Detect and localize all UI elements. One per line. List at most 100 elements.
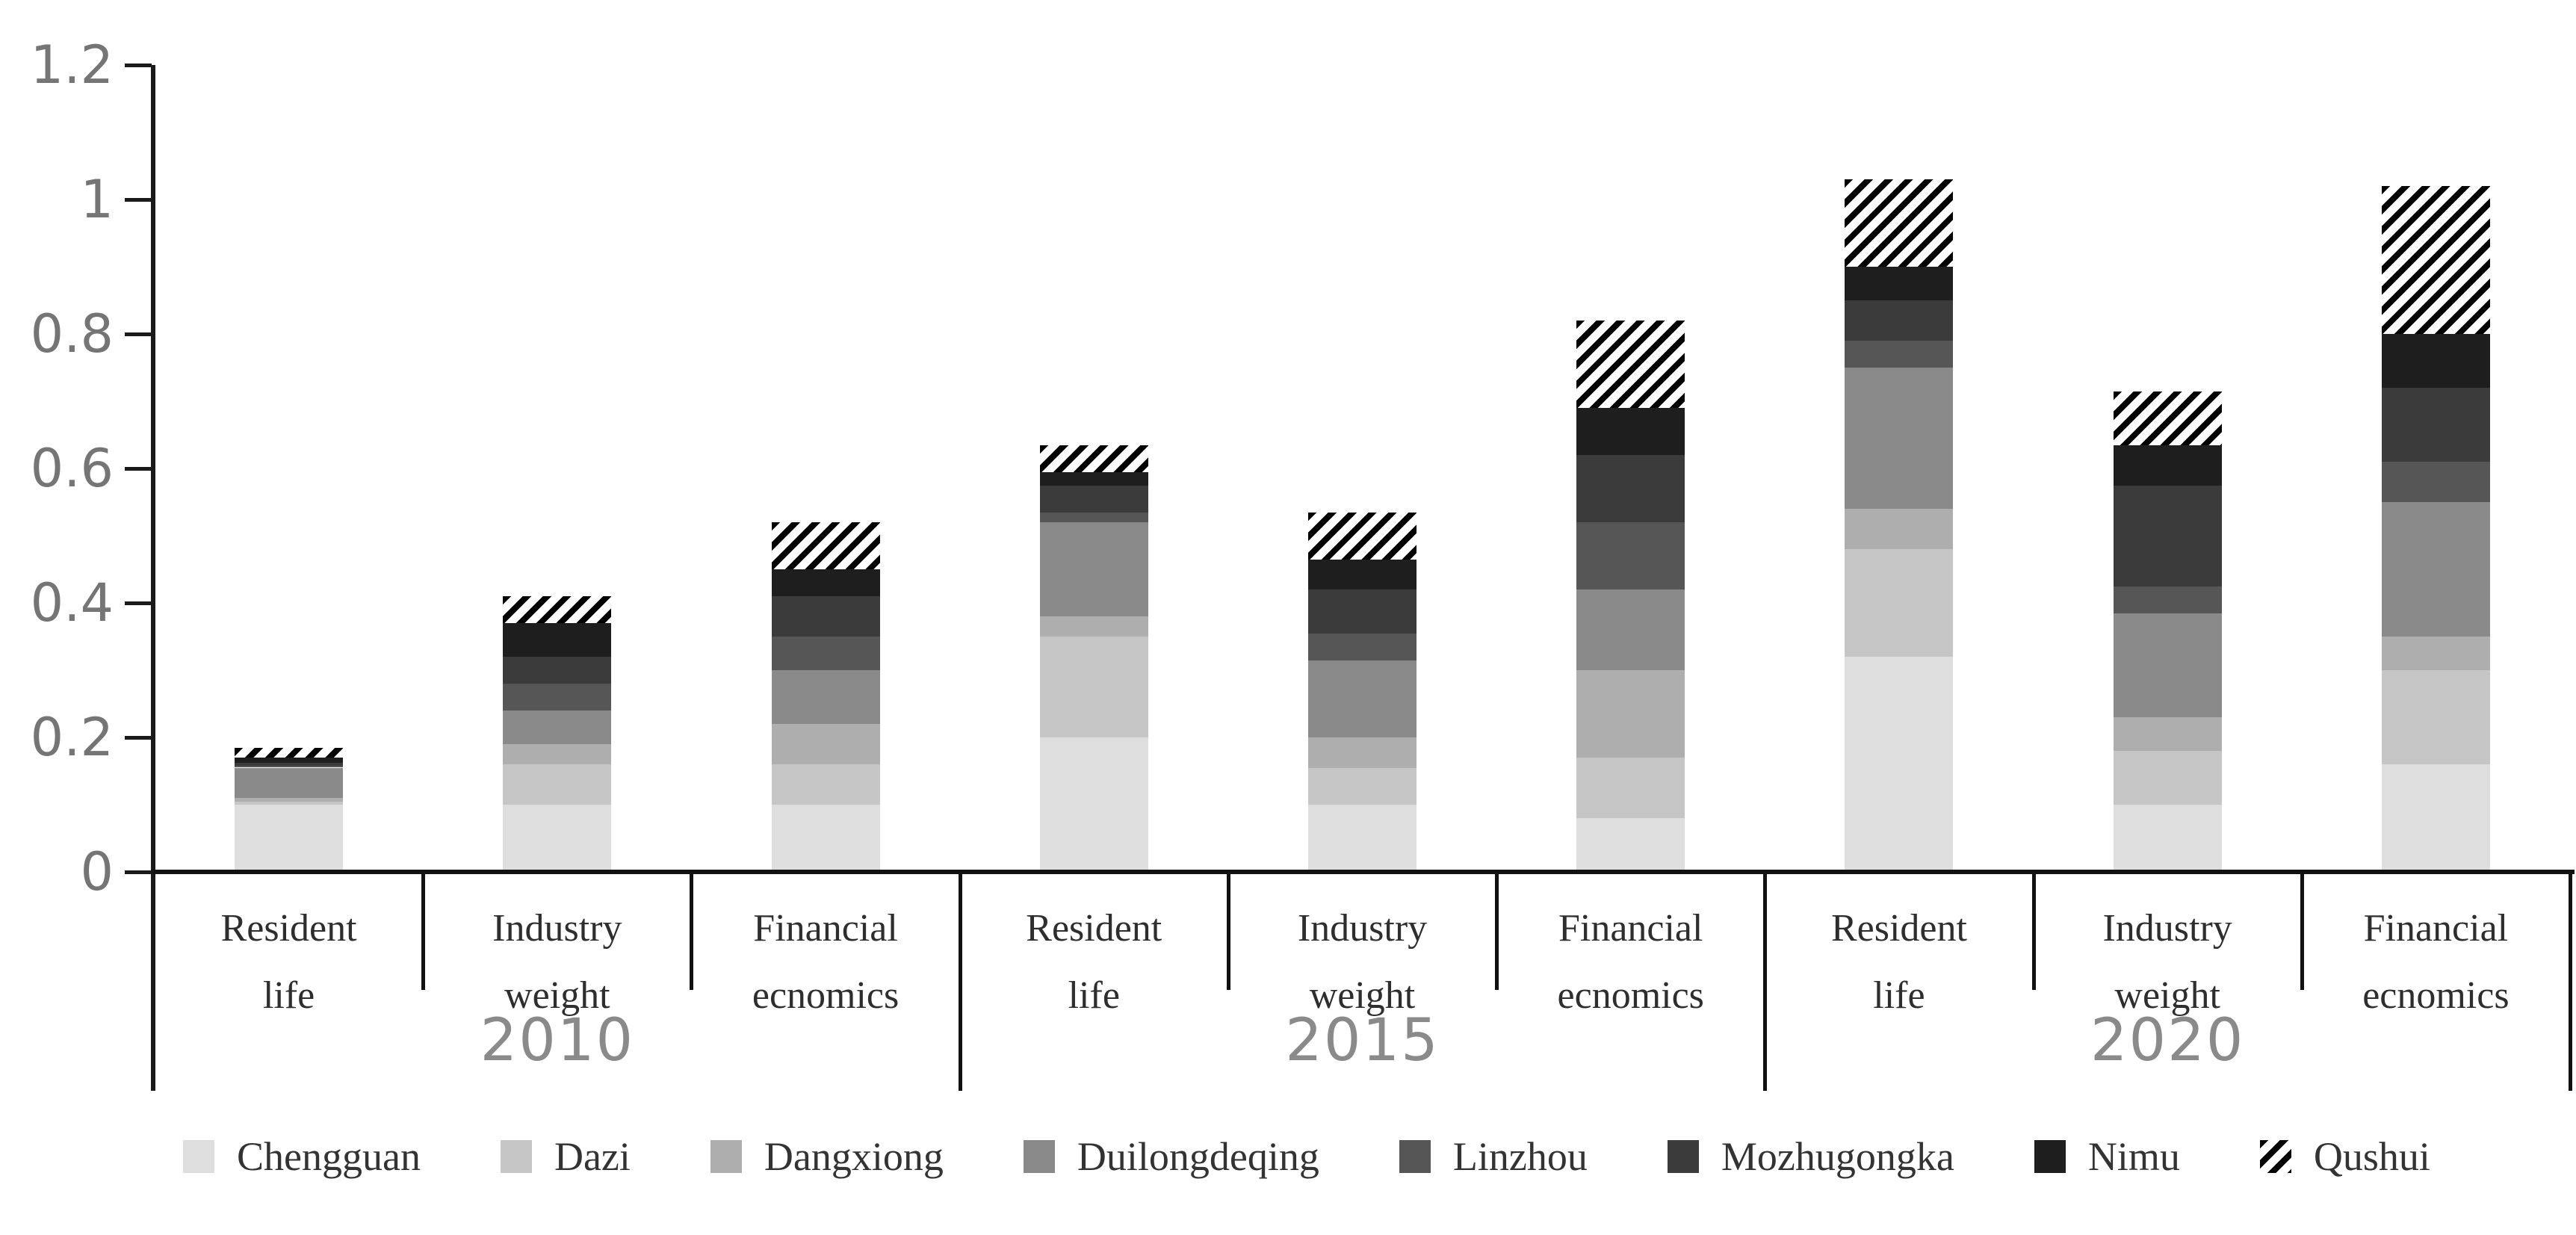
legend-item-duilongdeqing: Duilongdeqing [1023, 1133, 1319, 1180]
bar-segment-linzhou-col1 [235, 765, 344, 768]
category-label-line2: life [262, 974, 315, 1017]
bar-segment-linzhou-col8 [2113, 586, 2222, 613]
legend-swatch-duilongdeqing [1023, 1140, 1055, 1173]
bar-segment-nimu-col6 [1576, 408, 1685, 455]
bar-segment-chengguan-col5 [1308, 805, 1417, 872]
x-axis-category-label: Resident life [960, 895, 1228, 1030]
category-divider [421, 872, 426, 990]
category-divider [1226, 872, 1230, 990]
bar-segment-qushui-col6 [1576, 321, 1685, 408]
bar-segment-duilongdeqing-col8 [2113, 613, 2222, 717]
legend-swatch-chengguan [183, 1140, 214, 1173]
bar-segment-dangxiong-col4 [1039, 616, 1148, 637]
legend-swatch-linzhou [1399, 1140, 1431, 1173]
category-divider [690, 872, 694, 990]
bar-segment-linzhou-col7 [1845, 341, 1954, 368]
bar-segment-mozhugongka-col2 [503, 657, 612, 684]
bar-segment-dazi-col4 [1039, 637, 1148, 737]
category-label-line1: Resident [1830, 907, 1967, 950]
x-axis-category-label: Industry weight [1228, 895, 1496, 1030]
legend-label-duilongdeqing: Duilongdeqing [1077, 1134, 1319, 1179]
bar-segment-dazi-col7 [1845, 549, 1954, 657]
y-axis-tick-label: 0.8 [30, 303, 114, 365]
x-axis-category-label: Resident life [155, 895, 423, 1030]
bar-segment-qushui-col5 [1308, 512, 1417, 560]
bar-segment-duilongdeqing-col4 [1039, 522, 1148, 616]
bar-segment-duilongdeqing-col3 [771, 670, 880, 724]
bar-segment-qushui-col2 [503, 596, 612, 623]
category-label-line1: Industry [492, 907, 622, 950]
bar-segment-dazi-col9 [2381, 670, 2490, 764]
bar-segment-mozhugongka-col1 [235, 763, 344, 766]
bar-segment-dazi-col2 [503, 764, 612, 805]
year-label-2015: 2015 [1285, 1007, 1440, 1074]
bar-segment-chengguan-col3 [771, 805, 880, 872]
category-label-line1: Financial [753, 907, 898, 950]
bar-segment-mozhugongka-col9 [2381, 388, 2490, 462]
category-label-line2: ecnomics [2362, 974, 2510, 1017]
legend: Chengguan Dazi Dangxiong Duilongdeqing Linzh… [183, 1127, 2430, 1186]
x-axis-line [152, 870, 2575, 874]
bar-segment-dazi-col3 [771, 764, 880, 805]
bar-segment-nimu-col2 [503, 623, 612, 657]
legend-item-mozhugongka: Mozhugongka [1667, 1133, 1954, 1180]
y-axis-tick-label: 1.2 [30, 34, 114, 96]
bar-segment-dazi-col6 [1576, 758, 1685, 818]
bar-segment-nimu-col4 [1039, 471, 1148, 486]
bar-segment-linzhou-col4 [1039, 512, 1148, 522]
bar-segment-qushui-col1 [235, 747, 344, 758]
year-label-2010: 2010 [480, 1007, 635, 1074]
legend-label-dazi: Dazi [554, 1134, 631, 1179]
bar-segment-chengguan-col9 [2381, 764, 2490, 872]
bar-segment-dangxiong-col2 [503, 744, 612, 764]
bar-segment-duilongdeqing-col5 [1308, 660, 1417, 737]
category-label-line2: ecnomics [752, 974, 900, 1017]
year-label-2020: 2020 [2090, 1007, 2245, 1074]
bar-segment-nimu-col3 [771, 569, 880, 596]
bar-segment-mozhugongka-col5 [1308, 589, 1417, 634]
bar-segment-qushui-col8 [2113, 391, 2222, 445]
bar-segment-chengguan-col6 [1576, 818, 1685, 872]
y-axis-tick [125, 870, 152, 874]
legend-label-qushui: Qushui [2313, 1134, 2430, 1179]
x-axis-category-label: Industry weight [2034, 895, 2302, 1030]
legend-item-nimu: Nimu [2034, 1133, 2180, 1180]
y-axis-tick-label: 0 [80, 841, 114, 903]
category-label-line2: weight [1309, 974, 1416, 1017]
bar-segment-dangxiong-col8 [2113, 717, 2222, 751]
year-group-divider [958, 872, 962, 1091]
category-label-line1: Resident [1026, 907, 1162, 950]
bar-segment-qushui-col7 [1845, 179, 1954, 267]
x-axis-category-label: Financial ecnomics [1496, 895, 1765, 1030]
legend-item-linzhou: Linzhou [1399, 1133, 1588, 1180]
legend-swatch-mozhugongka [1667, 1140, 1699, 1173]
legend-swatch-dazi [500, 1140, 532, 1173]
bar-segment-chengguan-col2 [503, 805, 612, 872]
category-label-line2: weight [504, 974, 610, 1017]
bar-segment-dangxiong-col1 [235, 798, 344, 802]
bar-segment-chengguan-col4 [1039, 737, 1148, 872]
bar-segment-duilongdeqing-col6 [1576, 589, 1685, 670]
bar-segment-linzhou-col5 [1308, 633, 1417, 660]
year-group-divider [1763, 872, 1768, 1091]
legend-item-dazi: Dazi [500, 1133, 631, 1180]
bar-segment-nimu-col8 [2113, 445, 2222, 486]
legend-item-qushui: Qushui [2259, 1133, 2430, 1180]
bar-segment-dangxiong-col3 [771, 724, 880, 764]
bar-segment-chengguan-col1 [235, 805, 344, 872]
category-label-line1: Industry [2102, 907, 2232, 950]
legend-item-chengguan: Chengguan [183, 1133, 421, 1180]
y-axis-tick [125, 198, 152, 202]
legend-label-mozhugongka: Mozhugongka [1721, 1134, 1954, 1179]
bar-segment-dazi-col5 [1308, 767, 1417, 805]
legend-swatch-qushui [2259, 1140, 2291, 1173]
bar-segment-mozhugongka-col7 [1845, 300, 1954, 341]
category-label-line1: Financial [1558, 907, 1703, 950]
bar-segment-nimu-col5 [1308, 559, 1417, 589]
bar-segment-chengguan-col8 [2113, 805, 2222, 872]
category-label-line1: Industry [1297, 907, 1428, 950]
bar-segment-dazi-col1 [235, 801, 344, 805]
bar-segment-nimu-col1 [235, 758, 344, 764]
legend-label-nimu: Nimu [2087, 1134, 2180, 1179]
